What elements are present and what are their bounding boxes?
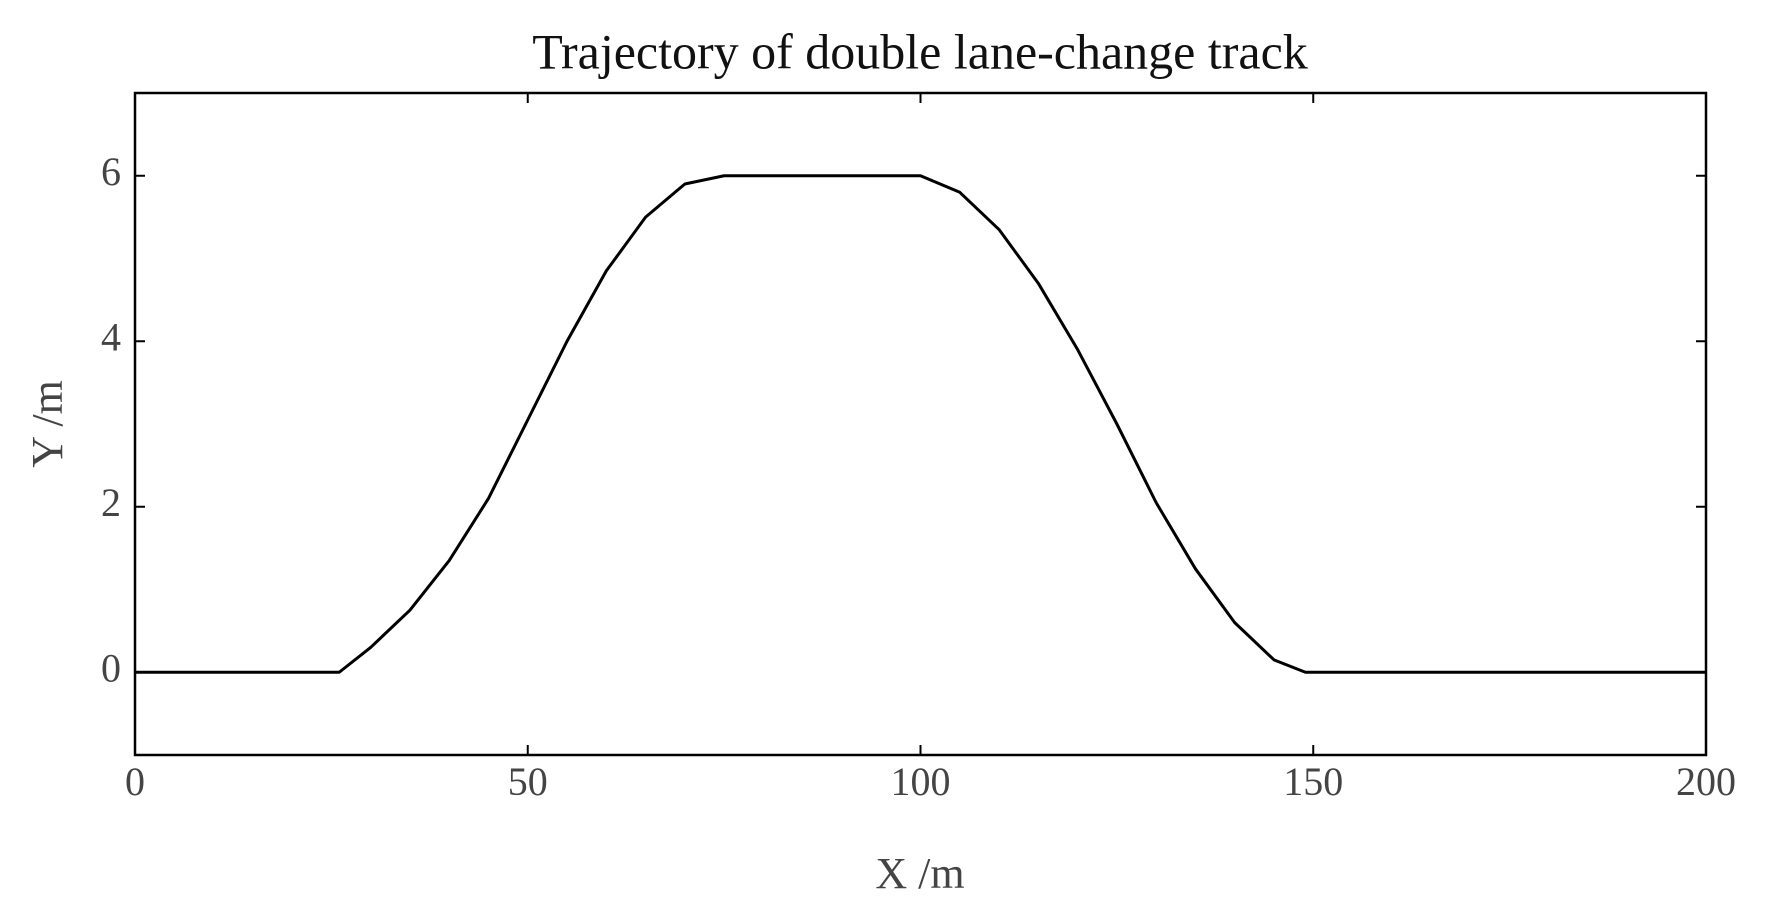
- y-tick-label: 4: [101, 314, 121, 359]
- x-tick-label: 200: [1676, 759, 1736, 804]
- y-tick-label: 6: [101, 149, 121, 194]
- x-tick-label: 0: [125, 759, 145, 804]
- x-tick-label: 50: [508, 759, 548, 804]
- y-axis-label: Y /m: [23, 380, 72, 468]
- x-tick-label: 100: [891, 759, 951, 804]
- chart-title: Trajectory of double lane-change track: [532, 23, 1308, 79]
- y-tick-label: 0: [101, 645, 121, 690]
- plot-frame: [133, 91, 1708, 757]
- line-series: [135, 174, 1706, 674]
- x-tick-label: 150: [1283, 759, 1343, 804]
- y-tick-label: 2: [101, 480, 121, 525]
- x-axis-label: X /m: [875, 849, 964, 898]
